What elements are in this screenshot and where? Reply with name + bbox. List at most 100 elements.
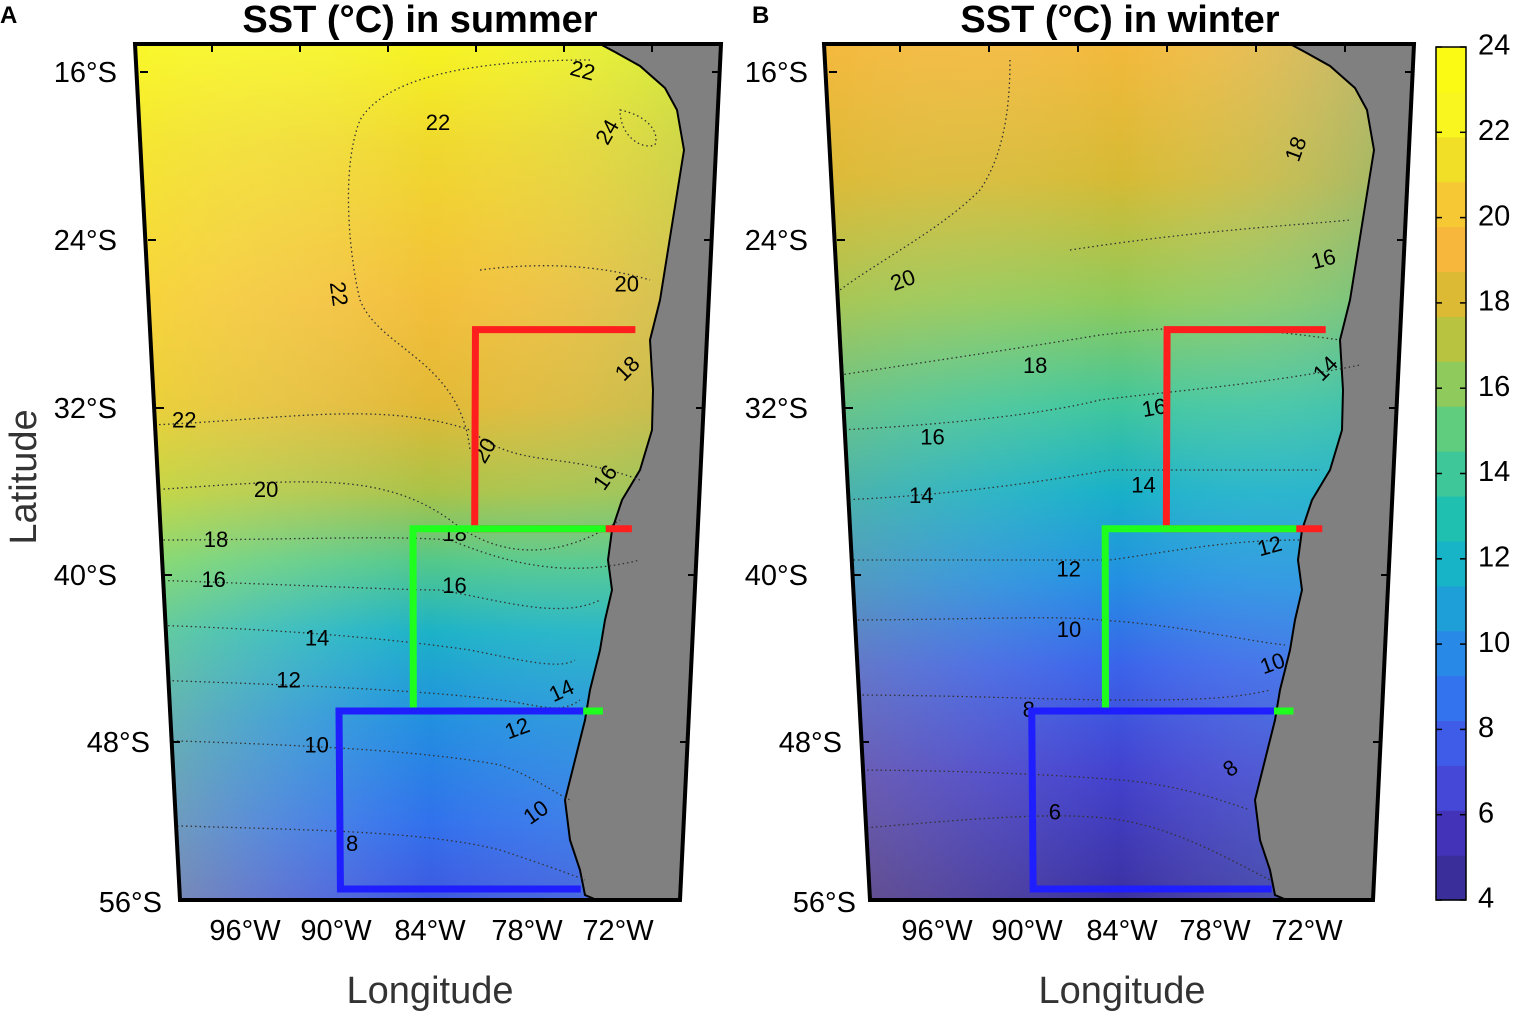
study-regions [1028, 326, 1326, 893]
lon-tick-label: 96°W [901, 915, 973, 947]
map-frame [132, 42, 724, 902]
contour-label: 16 [201, 567, 225, 592]
lat-tick-label: 56°S [99, 887, 162, 919]
colorbar-swatch [1436, 91, 1466, 138]
x-axis-label: Longitude [1039, 970, 1206, 1012]
colorbar-swatch [1436, 361, 1466, 407]
land [1253, 44, 1414, 900]
colorbar-tick-label: 6 [1478, 797, 1494, 829]
colorbar-ticks: 24 22 20 18 16 14 12 10 8 6 4 [1436, 30, 1510, 915]
lat-tick-label: 24°S [54, 225, 117, 257]
lat-tick-label: 56°S [793, 887, 856, 919]
panel-title: SST (°C) in summer [242, 0, 597, 41]
longitude-tick-labels: 96°W 90°W 84°W 78°W 72°W [209, 915, 654, 947]
colorbar-tick-label: 12 [1478, 541, 1510, 573]
colorbar-tick-label: 20 [1478, 200, 1510, 232]
panel-letter: B [752, 2, 769, 29]
panel-letter: A [0, 2, 17, 29]
longitude-tick-labels: 96°W 90°W 84°W 78°W 72°W [901, 915, 1343, 947]
colorbar-swatch [1436, 271, 1466, 317]
contour-label: 6 [1049, 799, 1061, 824]
lat-tick-label: 16°S [54, 57, 117, 89]
colorbar-tick-label: 16 [1478, 371, 1510, 403]
contour-label: 10 [1057, 617, 1081, 642]
colorbar-swatch [1436, 181, 1466, 228]
colorbar-swatch [1436, 47, 1466, 93]
contour-label: 14 [305, 626, 329, 651]
contour-label: 18 [1023, 353, 1047, 378]
contour-label: 22 [426, 110, 450, 135]
colorbar-swatch [1436, 540, 1466, 587]
colorbar-tick-label: 22 [1478, 115, 1510, 147]
colorbar-swatch [1436, 316, 1466, 362]
contour-lines [149, 59, 657, 881]
lon-tick-label: 84°W [394, 915, 466, 947]
colorbar-swatch [1436, 720, 1466, 766]
lon-tick-label: 90°W [300, 915, 372, 947]
lon-tick-label: 72°W [1271, 915, 1343, 947]
lat-tick-label: 32°S [54, 393, 117, 425]
contour-label: 14 [1131, 473, 1155, 498]
lat-tick-label: 48°S [87, 727, 150, 759]
lon-tick-label: 78°W [491, 915, 563, 947]
contour-label: 8 [346, 831, 358, 856]
colorbar: 24 22 20 18 16 14 12 10 8 6 4 [1435, 30, 1510, 915]
colorbar-swatch [1436, 855, 1466, 901]
colorbar-swatch [1436, 810, 1466, 856]
colorbar-swatch [1436, 765, 1466, 811]
colorbar-swatch [1436, 406, 1466, 452]
map-frame [821, 42, 1417, 902]
contour-label: 16 [442, 573, 466, 598]
colorbar-tick-label: 14 [1478, 456, 1510, 488]
contour-label: 12 [1056, 556, 1080, 581]
frame-ticks [829, 44, 1413, 743]
contour-label: 20 [614, 272, 638, 297]
contour-label: 18 [442, 521, 466, 546]
x-axis-label: Longitude [347, 970, 514, 1012]
colorbar-swatch [1436, 585, 1466, 632]
latitude-tick-labels: 16°S 24°S 32°S 40°S 48°S 56°S [745, 57, 856, 919]
colorbar-swatch [1436, 675, 1466, 722]
colorbar-swatch [1436, 136, 1466, 183]
lat-tick-label: 24°S [745, 225, 808, 257]
contour-label: 20 [254, 477, 278, 502]
latitude-tick-labels: 16°S 24°S 32°S 40°S 48°S 56°S [54, 57, 162, 919]
colorbar-tick-label: 4 [1478, 883, 1494, 915]
contour-lines [839, 59, 1361, 881]
lon-tick-label: 72°W [582, 915, 654, 947]
contour-label: 22 [325, 280, 353, 308]
y-axis-label: Latitude [3, 409, 45, 544]
colorbar-tick-label: 24 [1478, 30, 1510, 62]
colorbar-tick-label: 10 [1478, 627, 1510, 659]
study-regions [335, 326, 636, 893]
lon-tick-label: 96°W [209, 915, 281, 947]
lon-tick-label: 78°W [1179, 915, 1251, 947]
colorbar-swatches [1436, 47, 1466, 901]
contour-label: 12 [276, 667, 300, 692]
lat-tick-label: 40°S [54, 560, 117, 592]
lat-tick-label: 48°S [779, 727, 842, 759]
panel-title: SST (°C) in winter [960, 0, 1279, 41]
study-region-box [335, 707, 584, 893]
contour-label: 16 [920, 424, 944, 449]
contour-label: 22 [172, 408, 196, 433]
frame-ticks [140, 44, 720, 743]
colorbar-tick-label: 18 [1478, 286, 1510, 318]
contour-label: 10 [304, 732, 328, 757]
colorbar-swatch [1436, 495, 1466, 542]
lat-tick-label: 32°S [745, 393, 808, 425]
colorbar-swatch [1436, 630, 1466, 677]
study-region-box [1028, 707, 1274, 893]
contour-label: 14 [909, 483, 933, 508]
lat-tick-label: 16°S [745, 57, 808, 89]
lat-tick-label: 40°S [745, 560, 808, 592]
colorbar-swatch [1436, 226, 1466, 273]
contour-label: 18 [204, 527, 228, 552]
lon-tick-label: 90°W [991, 915, 1063, 947]
